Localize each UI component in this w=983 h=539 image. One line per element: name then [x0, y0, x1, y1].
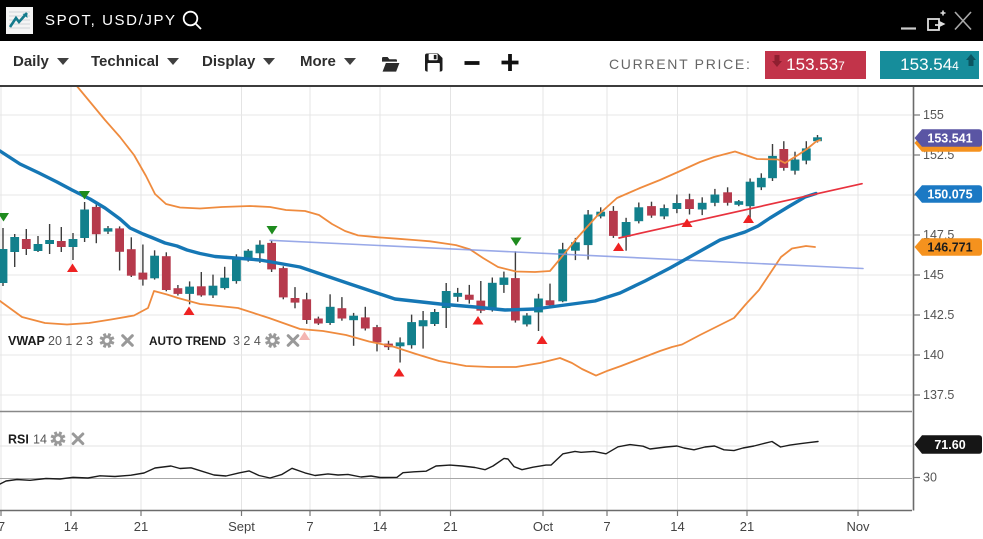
- svg-text:14: 14: [670, 519, 684, 534]
- svg-text:RSI: RSI: [8, 432, 29, 446]
- svg-text:VWAP: VWAP: [8, 334, 45, 348]
- svg-text:Sept: Sept: [228, 519, 255, 534]
- svg-text:71.60: 71.60: [934, 438, 965, 452]
- svg-text:14: 14: [373, 519, 387, 534]
- svg-text:153.541: 153.541: [927, 131, 972, 145]
- svg-text:142.5: 142.5: [923, 308, 954, 322]
- svg-text:140: 140: [923, 348, 944, 362]
- svg-text:145: 145: [923, 268, 944, 282]
- svg-text:21: 21: [740, 519, 754, 534]
- svg-text:21: 21: [134, 519, 148, 534]
- svg-text:Oct: Oct: [533, 519, 554, 534]
- svg-text:3 2 4: 3 2 4: [233, 334, 261, 348]
- svg-text:7: 7: [603, 519, 610, 534]
- svg-text:7: 7: [306, 519, 313, 534]
- svg-text:150.075: 150.075: [927, 187, 972, 201]
- svg-text:Nov: Nov: [846, 519, 870, 534]
- svg-text:20 1 2 3: 20 1 2 3: [48, 334, 93, 348]
- svg-text:30: 30: [923, 471, 937, 485]
- svg-text:AUTO TREND: AUTO TREND: [149, 334, 227, 348]
- svg-text:7: 7: [0, 519, 5, 534]
- svg-text:14: 14: [64, 519, 78, 534]
- svg-text:146.771: 146.771: [927, 240, 972, 254]
- svg-text:137.5: 137.5: [923, 388, 954, 402]
- svg-text:21: 21: [443, 519, 457, 534]
- svg-text:14: 14: [33, 432, 47, 446]
- svg-text:155: 155: [923, 108, 944, 122]
